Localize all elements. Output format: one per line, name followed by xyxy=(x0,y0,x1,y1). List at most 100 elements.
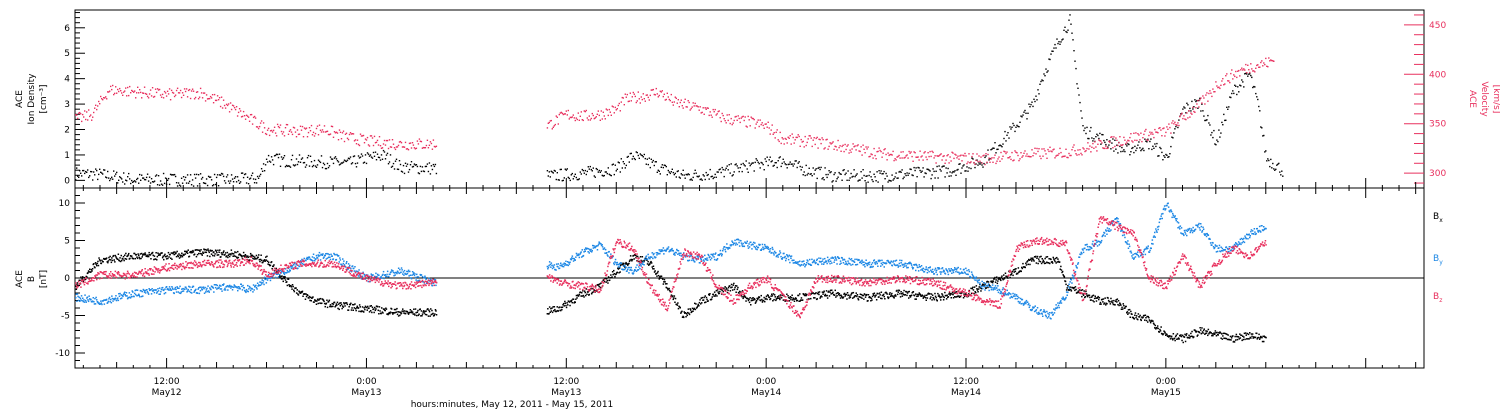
density-point xyxy=(1264,151,1266,153)
bx-point xyxy=(403,310,406,312)
by-point xyxy=(562,263,564,266)
density-point xyxy=(962,165,964,167)
by-point xyxy=(588,252,590,254)
density-point xyxy=(772,165,774,167)
bx-point xyxy=(872,293,874,295)
by-point xyxy=(355,270,357,272)
by-point xyxy=(124,294,126,296)
velocity-point xyxy=(1218,86,1220,88)
velocity-point xyxy=(996,160,998,162)
velocity-point xyxy=(220,96,223,98)
velocity-point xyxy=(737,115,739,117)
bx-point xyxy=(200,249,202,251)
bx-point xyxy=(1221,333,1223,335)
bx-point xyxy=(1197,334,1199,336)
density-point xyxy=(351,162,354,164)
density-point xyxy=(713,176,715,179)
by-point xyxy=(188,290,191,293)
velocity-point xyxy=(146,95,149,98)
velocity-point xyxy=(811,145,813,148)
velocity-point xyxy=(351,133,354,135)
velocity-point xyxy=(601,118,603,120)
density-point xyxy=(1274,169,1276,171)
by-point xyxy=(156,291,159,293)
velocity-point xyxy=(733,119,735,122)
velocity-point xyxy=(767,121,769,123)
bx-point xyxy=(135,253,138,256)
velocity-point xyxy=(1207,100,1209,102)
by-point xyxy=(347,268,349,270)
bx-point xyxy=(838,292,841,295)
by-point xyxy=(277,273,279,275)
density-point xyxy=(346,159,349,161)
density-point xyxy=(1108,144,1110,146)
velocity-point xyxy=(869,155,871,158)
velocity-point xyxy=(1212,88,1214,90)
density-point xyxy=(382,149,385,152)
velocity-point xyxy=(711,116,713,118)
density-point xyxy=(560,168,562,171)
density-point xyxy=(687,173,689,175)
density-point xyxy=(176,185,179,187)
bx-point xyxy=(1025,264,1028,266)
velocity-point xyxy=(1192,106,1194,109)
bx-point xyxy=(878,296,880,298)
density-point xyxy=(337,161,340,163)
bx-point xyxy=(247,255,249,257)
bx-point xyxy=(632,254,635,257)
velocity-point xyxy=(924,151,926,153)
bx-point xyxy=(687,308,690,310)
density-point xyxy=(875,180,877,182)
velocity-point xyxy=(656,93,658,95)
density-point xyxy=(308,165,311,167)
bx-point xyxy=(896,289,898,292)
by-point xyxy=(657,253,660,255)
velocity-point xyxy=(1185,118,1187,121)
density-point xyxy=(1245,72,1247,75)
velocity-point xyxy=(966,162,968,165)
density-point xyxy=(663,164,665,166)
by-point xyxy=(370,273,372,275)
density-point xyxy=(1022,114,1024,116)
bx-point xyxy=(175,255,178,258)
by-point xyxy=(317,254,319,256)
density-point xyxy=(845,172,847,174)
density-point xyxy=(644,157,646,160)
bx-point xyxy=(415,311,417,314)
density-point xyxy=(1254,86,1256,88)
velocity-point xyxy=(1227,80,1229,82)
by-point xyxy=(559,264,561,267)
velocity-point xyxy=(1126,141,1128,143)
density-point xyxy=(128,172,130,175)
density-point xyxy=(386,152,389,155)
by-point xyxy=(157,288,159,290)
density-point xyxy=(880,170,882,172)
bx-point xyxy=(100,262,103,265)
bx-point xyxy=(394,311,396,314)
density-point xyxy=(1140,149,1142,152)
bx-point xyxy=(877,293,879,295)
density-point xyxy=(152,181,155,183)
bx-point xyxy=(564,302,567,304)
density-point xyxy=(87,169,89,171)
velocity-point xyxy=(1107,147,1109,149)
velocity-point xyxy=(1183,115,1185,117)
density-point xyxy=(1069,14,1071,16)
bx-point xyxy=(836,295,838,297)
by-point xyxy=(551,267,554,270)
bx-point xyxy=(900,291,902,293)
by-point xyxy=(615,263,618,266)
by-point xyxy=(220,288,223,290)
bx-point xyxy=(227,256,229,259)
bx-point xyxy=(201,254,203,256)
bx-point xyxy=(766,298,768,301)
velocity-point xyxy=(298,133,301,135)
velocity-point xyxy=(194,96,197,99)
bx-point xyxy=(114,254,117,257)
density-point xyxy=(188,180,191,183)
velocity-point xyxy=(1247,64,1249,66)
velocity-point xyxy=(1209,90,1211,92)
bx-point xyxy=(76,282,79,284)
density-point xyxy=(298,154,301,156)
bx-point xyxy=(634,254,637,256)
